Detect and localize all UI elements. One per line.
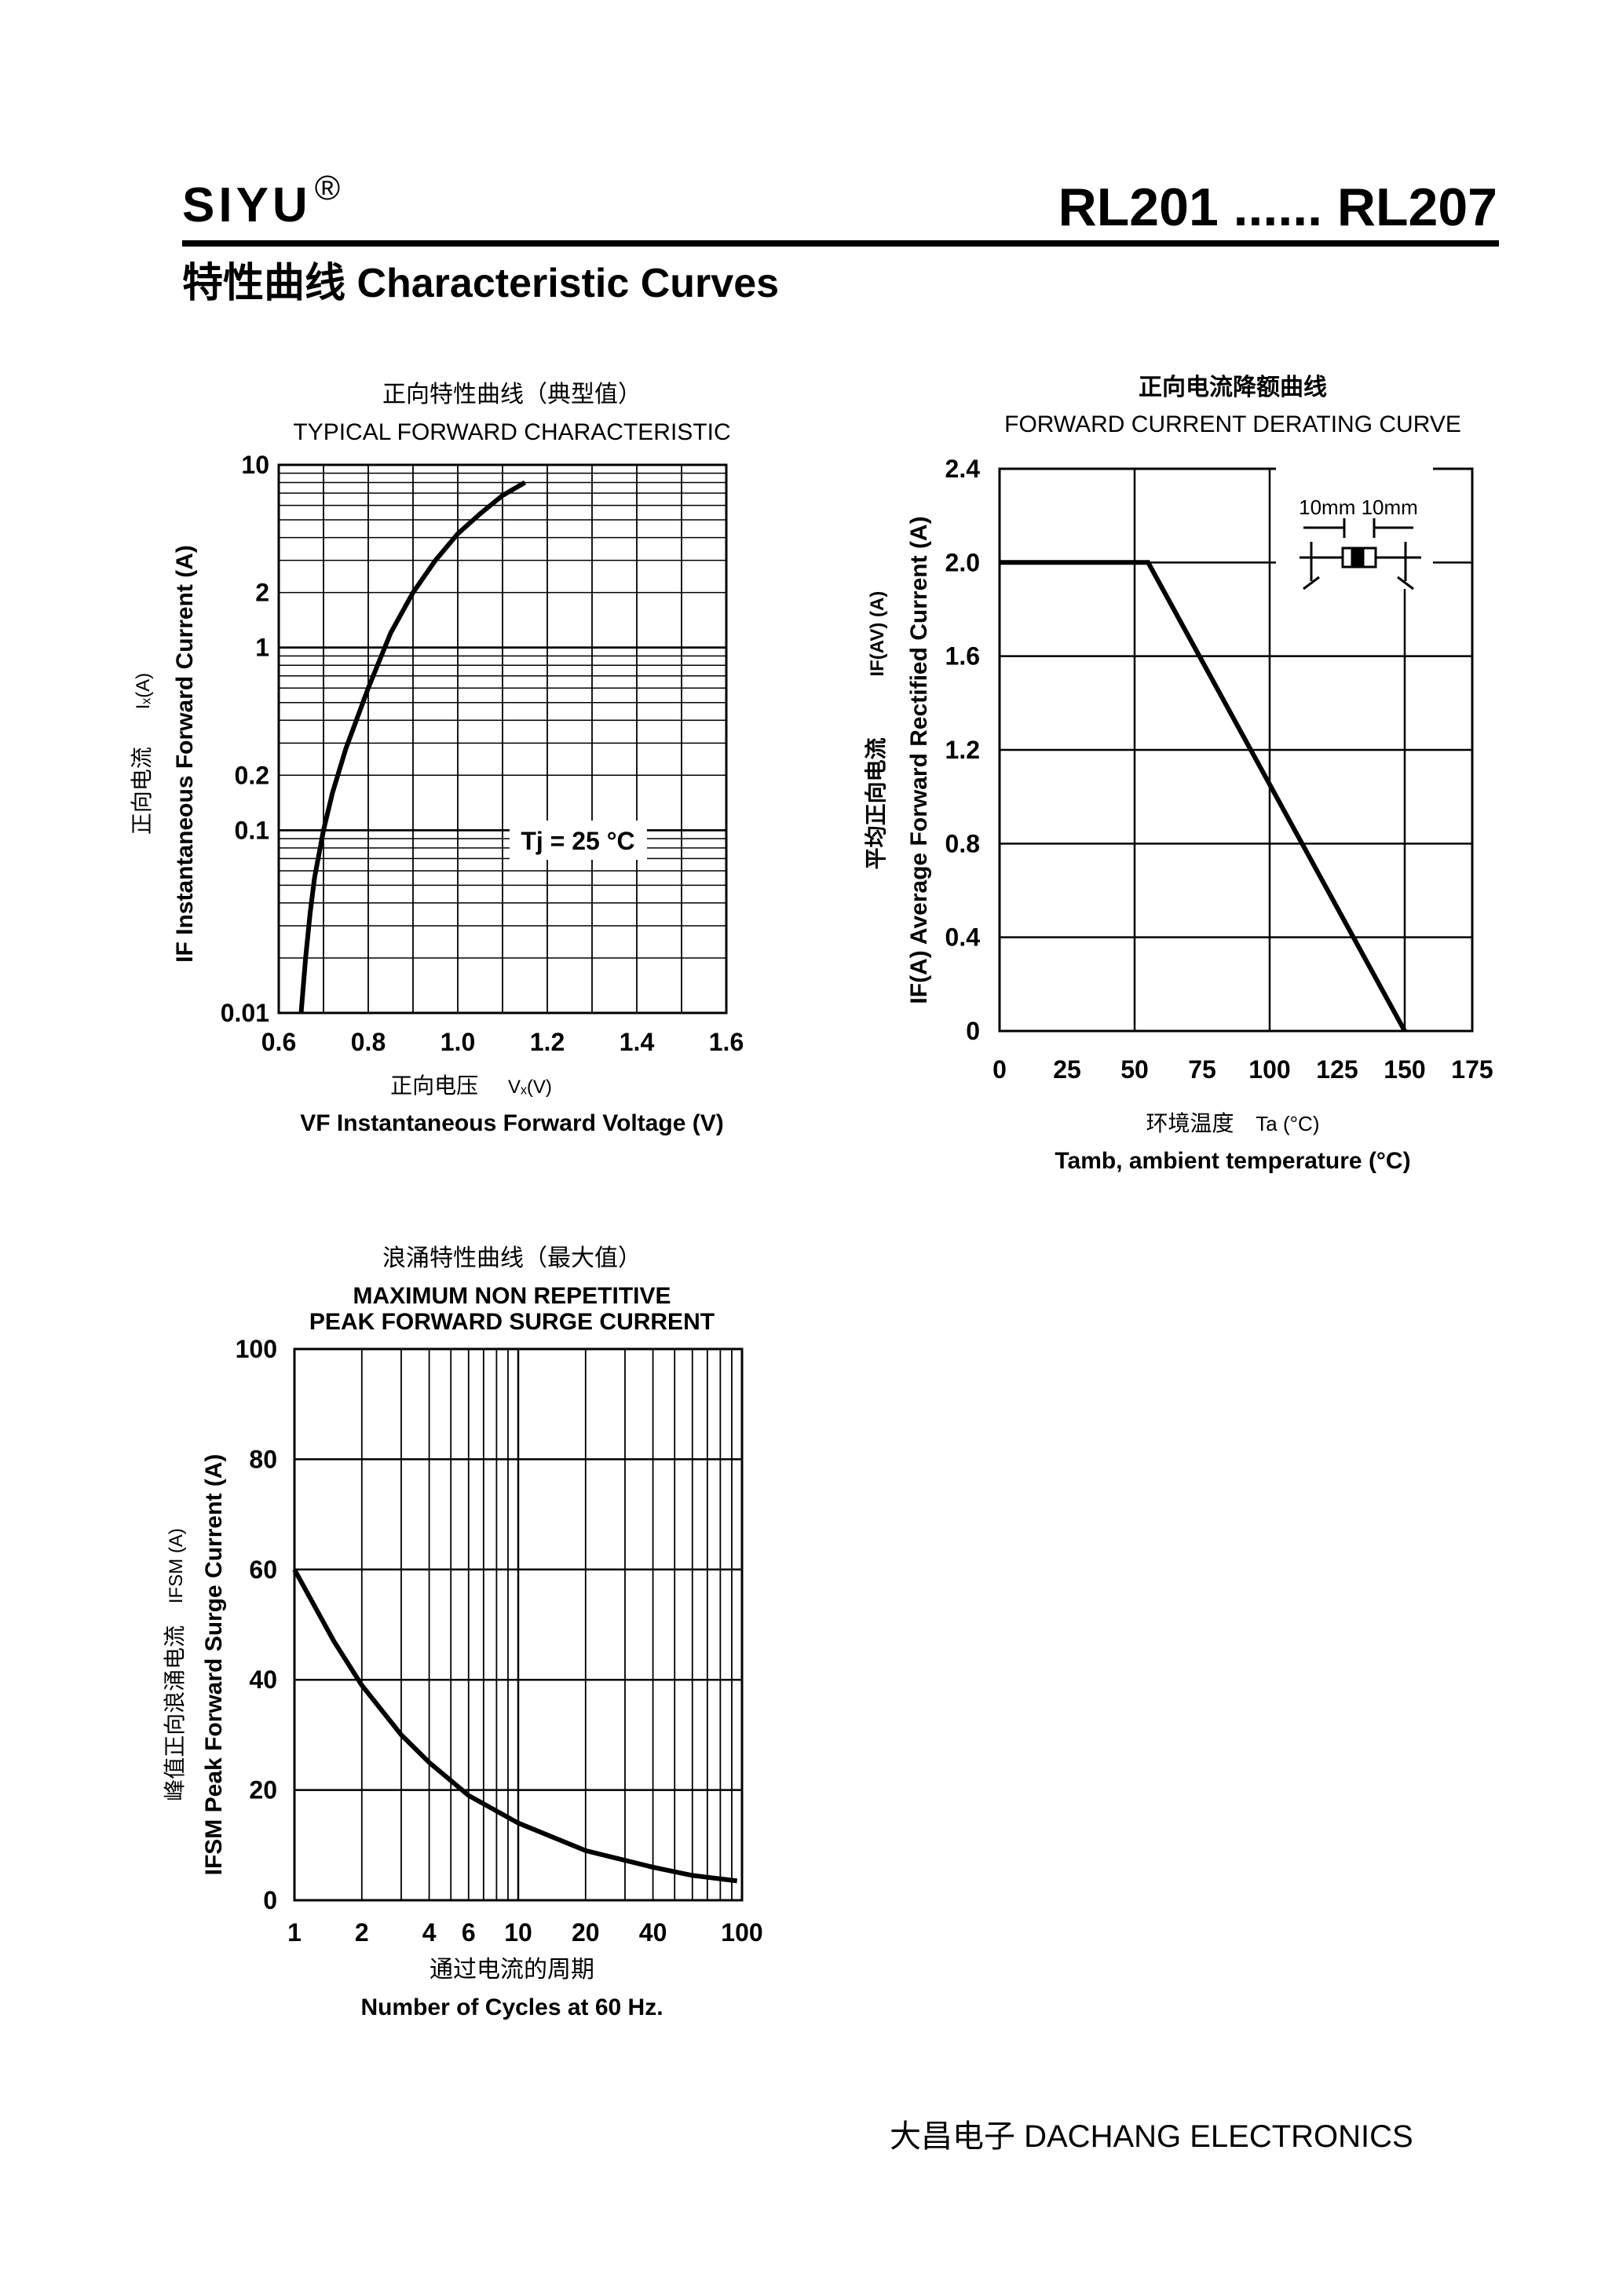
chart2-y-ticks: 2.4 2.0 1.6 1.2 0.8 0.4 0 — [945, 455, 981, 1045]
chart2-x-tick-label: 0 — [992, 1055, 1007, 1084]
chart3-x-tick-label: 4 — [422, 1918, 437, 1947]
chart1-xlabel: VF Instantaneous Forward Voltage (V) — [300, 1110, 724, 1136]
chart3-x-tick-label: 2 — [355, 1918, 369, 1947]
chart3-x-tick-label: 6 — [462, 1918, 476, 1947]
chart3-xlabel-cn: 通过电流的周期 — [430, 1957, 594, 1983]
chart2-x-tick-label: 150 — [1384, 1055, 1425, 1084]
chart2-inset-label: 10mm 10mm — [1299, 495, 1418, 519]
section-title: 特性曲线 Characteristic Curves — [182, 261, 780, 306]
chart2-y-tick-label: 2.4 — [945, 455, 981, 483]
forward-characteristic-chart: 正向特性曲线（典型值） TYPICAL FORWARD CHARACTERIST… — [130, 382, 744, 1136]
chart1-ylabel: IF Instantaneous Forward Current (A) — [172, 545, 198, 963]
chart1-series-line — [298, 480, 527, 1014]
chart2-x-ticks: 0 25 50 75 100 125 150 175 — [992, 1055, 1493, 1084]
chart1-xlabel-cn-text: 正向电压 — [390, 1073, 478, 1098]
chart3-ylabel: IFSM Peak Forward Surge Current (A) — [201, 1454, 227, 1876]
chart2-y-tick-label: 1.2 — [945, 736, 980, 764]
chart3-ylabel-cn-text: 峰值正向浪涌电流 — [163, 1625, 187, 1801]
chart3-series-line — [292, 1568, 738, 1884]
chart2-ylabel-symbol: IF(AV) (A) — [867, 591, 888, 677]
chart1-y-tick-label: 0.01 — [221, 999, 269, 1027]
brand-logo: SIYU® — [182, 169, 344, 233]
chart3-x-ticks: 1 2 4 6 10 20 40 100 — [287, 1918, 763, 1947]
header-rule — [182, 240, 1499, 247]
chart1-xlabel-symbol: Vₓ(V) — [508, 1077, 552, 1098]
chart2-inset-bg — [1276, 463, 1433, 589]
chart1-x-tick-label: 1.0 — [440, 1028, 475, 1056]
chart2-xlabel-cn-text: 环境温度 — [1146, 1111, 1234, 1135]
surge-current-chart: 浪涌特性曲线（最大值） MAXIMUM NON REPETITIVE PEAK … — [163, 1245, 763, 2020]
chart3-y-tick-label: 100 — [236, 1335, 277, 1363]
chart1-y-tick-label: 0.1 — [235, 816, 269, 844]
chart2-y-tick-label: 0 — [966, 1017, 980, 1045]
registered-mark: ® — [314, 169, 345, 207]
chart3-x-tick-label: 100 — [721, 1918, 762, 1947]
chart2-x-tick-label: 175 — [1451, 1055, 1493, 1084]
chart3-title-line2: PEAK FORWARD SURGE CURRENT — [309, 1309, 715, 1335]
chart3-y-tick-label: 20 — [249, 1776, 277, 1804]
chart1-xlabel-cn: 正向电压 Vₓ(V) — [390, 1073, 552, 1098]
chart2-series-line — [1000, 560, 1407, 1033]
chart2-ylabel-cn-text: 平均正向电流 — [864, 737, 888, 869]
chart2-x-tick-label: 100 — [1248, 1055, 1290, 1084]
chart2-title: FORWARD CURRENT DERATING CURVE — [1004, 411, 1461, 437]
chart2-x-tick-label: 125 — [1316, 1055, 1358, 1084]
chart1-annotation: Tj = 25 °C — [521, 827, 634, 855]
derating-curve-chart: 正向电流降额曲线 FORWARD CURRENT DERATING CURVE … — [864, 375, 1493, 1174]
chart1-y-ticks: 10 2 1 0.2 0.1 0.01 — [221, 451, 269, 1027]
chart1-x-tick-label: 1.4 — [620, 1028, 655, 1056]
chart1-y-tick-label: 0.2 — [235, 761, 269, 789]
chart2-xlabel: Tamb, ambient temperature (°C) — [1055, 1148, 1410, 1174]
chart3-title-cn: 浪涌特性曲线（最大值） — [382, 1245, 642, 1271]
chart1-grid — [277, 463, 728, 1015]
chart2-ylabel-cn: 平均正向电流 IF(AV) (A) — [864, 591, 888, 870]
brand-name: SIYU — [182, 178, 312, 232]
chart3-grid — [293, 1347, 744, 1902]
chart1-ylabel-symbol: Iₓ(A) — [133, 673, 154, 710]
chart1-title: TYPICAL FORWARD CHARACTERISTIC — [293, 419, 730, 445]
chart1-x-ticks: 0.6 0.8 1.0 1.2 1.4 1.6 — [261, 1028, 744, 1056]
chart3-ylabel-symbol: IFSM (A) — [166, 1528, 187, 1603]
chart2-x-tick-label: 50 — [1120, 1055, 1149, 1084]
chart3-x-tick-label: 10 — [504, 1918, 532, 1947]
lead-length-icon — [1299, 518, 1421, 590]
chart3-x-tick-label: 40 — [639, 1918, 667, 1947]
chart3-y-tick-label: 0 — [263, 1886, 277, 1914]
chart2-ylabel: IF(A) Average Forward Rectified Current … — [906, 516, 932, 1004]
chart3-x-tick-label: 1 — [287, 1918, 302, 1947]
chart2-y-tick-label: 2.0 — [945, 548, 980, 576]
chart3-y-ticks: 100 80 60 40 20 0 — [236, 1335, 277, 1914]
chart2-title-cn: 正向电流降额曲线 — [1139, 375, 1327, 400]
chart3-title-line1: MAXIMUM NON REPETITIVE — [353, 1283, 671, 1309]
chart3-xlabel: Number of Cycles at 60 Hz. — [360, 1994, 663, 2020]
chart1-y-tick-label: 2 — [255, 579, 269, 607]
chart2-xlabel-cn: 环境温度 Ta (°C) — [1146, 1111, 1320, 1135]
chart3-y-tick-label: 80 — [249, 1445, 277, 1473]
chart2-xlabel-symbol: Ta (°C) — [1256, 1112, 1319, 1135]
chart3-y-tick-label: 60 — [249, 1556, 277, 1584]
chart1-title-cn: 正向特性曲线（典型值） — [382, 382, 642, 408]
chart2-x-tick-label: 25 — [1053, 1055, 1081, 1084]
chart2-y-tick-label: 0.8 — [945, 829, 980, 857]
chart1-x-tick-label: 0.6 — [261, 1028, 296, 1056]
model-range: RL201 ...... RL207 — [1058, 177, 1497, 237]
chart1-y-tick-label: 1 — [255, 634, 269, 662]
chart3-ylabel-cn: 峰值正向浪涌电流 IFSM (A) — [163, 1528, 187, 1801]
chart1-x-tick-label: 0.8 — [351, 1028, 386, 1056]
company-footer: 大昌电子 DACHANG ELECTRONICS — [890, 2119, 1413, 2154]
chart1-x-tick-label: 1.2 — [530, 1028, 565, 1056]
chart3-x-tick-label: 20 — [572, 1918, 600, 1947]
chart2-y-tick-label: 1.6 — [945, 642, 980, 671]
chart2-y-tick-label: 0.4 — [945, 923, 981, 952]
chart3-y-tick-label: 40 — [249, 1665, 277, 1694]
chart1-y-tick-label: 10 — [241, 451, 269, 479]
chart1-ylabel-cn-text: 正向电流 — [130, 747, 154, 835]
chart1-ylabel-cn: 正向电流 Iₓ(A) — [130, 673, 154, 835]
chart2-x-tick-label: 75 — [1188, 1055, 1216, 1084]
chart1-annotation-bg — [510, 821, 647, 860]
chart1-x-tick-label: 1.6 — [709, 1028, 744, 1056]
